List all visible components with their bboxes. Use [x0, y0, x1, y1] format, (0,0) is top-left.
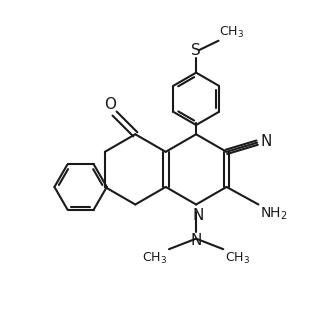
Text: N: N — [192, 208, 204, 223]
Text: N: N — [190, 233, 202, 248]
Text: CH$_3$: CH$_3$ — [219, 25, 244, 40]
Text: O: O — [104, 97, 116, 112]
Text: S: S — [191, 43, 201, 58]
Text: CH$_3$: CH$_3$ — [225, 251, 250, 266]
Text: CH$_3$: CH$_3$ — [142, 251, 167, 266]
Text: NH$_2$: NH$_2$ — [260, 206, 288, 223]
Text: N: N — [260, 134, 272, 149]
